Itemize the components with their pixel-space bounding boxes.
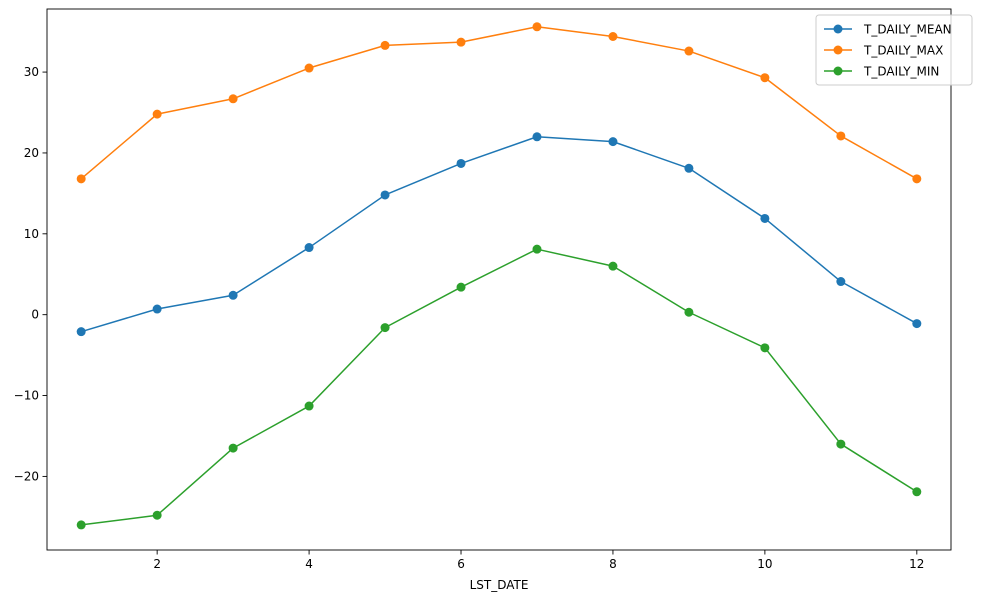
x-tick-label: 6 bbox=[457, 557, 465, 571]
data-point bbox=[456, 282, 466, 292]
data-point bbox=[76, 520, 86, 530]
data-point bbox=[380, 190, 390, 200]
data-point bbox=[304, 401, 314, 411]
x-tick-label: 10 bbox=[757, 557, 772, 571]
data-point bbox=[608, 137, 618, 147]
legend-box bbox=[815, 14, 973, 86]
data-point bbox=[152, 304, 162, 314]
data-point bbox=[836, 131, 846, 141]
data-point bbox=[228, 290, 238, 300]
data-point bbox=[608, 31, 618, 41]
data-point bbox=[380, 40, 390, 50]
data-point bbox=[152, 510, 162, 520]
legend-swatch-marker bbox=[833, 45, 843, 55]
series-line-t-daily-min bbox=[81, 248, 918, 526]
y-tick-label: 10 bbox=[24, 227, 39, 241]
legend: T_DAILY_MEAN T_DAILY_MAX T_DAILY_MIN bbox=[815, 14, 973, 86]
legend-entry: T_DAILY_MEAN bbox=[863, 23, 952, 37]
x-tick-label: 4 bbox=[305, 557, 313, 571]
y-tick-label: 0 bbox=[31, 308, 39, 322]
x-axis-label: LST_DATE bbox=[470, 578, 529, 592]
axes-frame bbox=[46, 8, 952, 551]
data-point bbox=[760, 73, 770, 83]
data-point bbox=[684, 46, 694, 56]
data-point bbox=[912, 487, 922, 497]
y-tick-label: −10 bbox=[14, 389, 39, 403]
data-point bbox=[912, 319, 922, 329]
y-tick-label: 20 bbox=[24, 146, 39, 160]
y-tick-label: −20 bbox=[14, 469, 39, 483]
data-point bbox=[152, 109, 162, 119]
y-tick-label: 30 bbox=[24, 65, 39, 79]
plot-area bbox=[47, 9, 951, 550]
data-point bbox=[684, 307, 694, 317]
x-tick-label: 12 bbox=[909, 557, 924, 571]
x-tick-label: 2 bbox=[153, 557, 161, 571]
data-point bbox=[380, 323, 390, 333]
data-point bbox=[76, 327, 86, 337]
series-line-t-daily-mean bbox=[80, 136, 918, 333]
data-point bbox=[684, 163, 694, 173]
data-point bbox=[532, 22, 542, 32]
legend-swatch-marker bbox=[833, 24, 843, 34]
data-point bbox=[304, 63, 314, 73]
data-point bbox=[76, 174, 86, 184]
data-point bbox=[836, 277, 846, 287]
data-point bbox=[532, 132, 542, 142]
data-point bbox=[836, 439, 846, 449]
data-point bbox=[532, 244, 542, 254]
data-point bbox=[456, 37, 466, 47]
data-point bbox=[228, 443, 238, 453]
x-tick-label: 8 bbox=[609, 557, 617, 571]
data-point bbox=[228, 94, 238, 104]
data-point bbox=[456, 158, 466, 168]
data-point bbox=[760, 213, 770, 223]
legend-entry: T_DAILY_MIN bbox=[863, 65, 939, 79]
data-point bbox=[304, 243, 314, 253]
axes-layer: 2 4 6 8 10 12 −20 −10 0 10 20 30 bbox=[14, 8, 952, 571]
legend-entry: T_DAILY_MAX bbox=[863, 44, 943, 58]
series-layer bbox=[76, 22, 922, 530]
data-point bbox=[912, 174, 922, 184]
series-line-t-daily-max bbox=[80, 26, 918, 180]
data-point bbox=[760, 343, 770, 353]
legend-swatch-marker bbox=[833, 66, 843, 76]
data-point bbox=[608, 261, 618, 271]
